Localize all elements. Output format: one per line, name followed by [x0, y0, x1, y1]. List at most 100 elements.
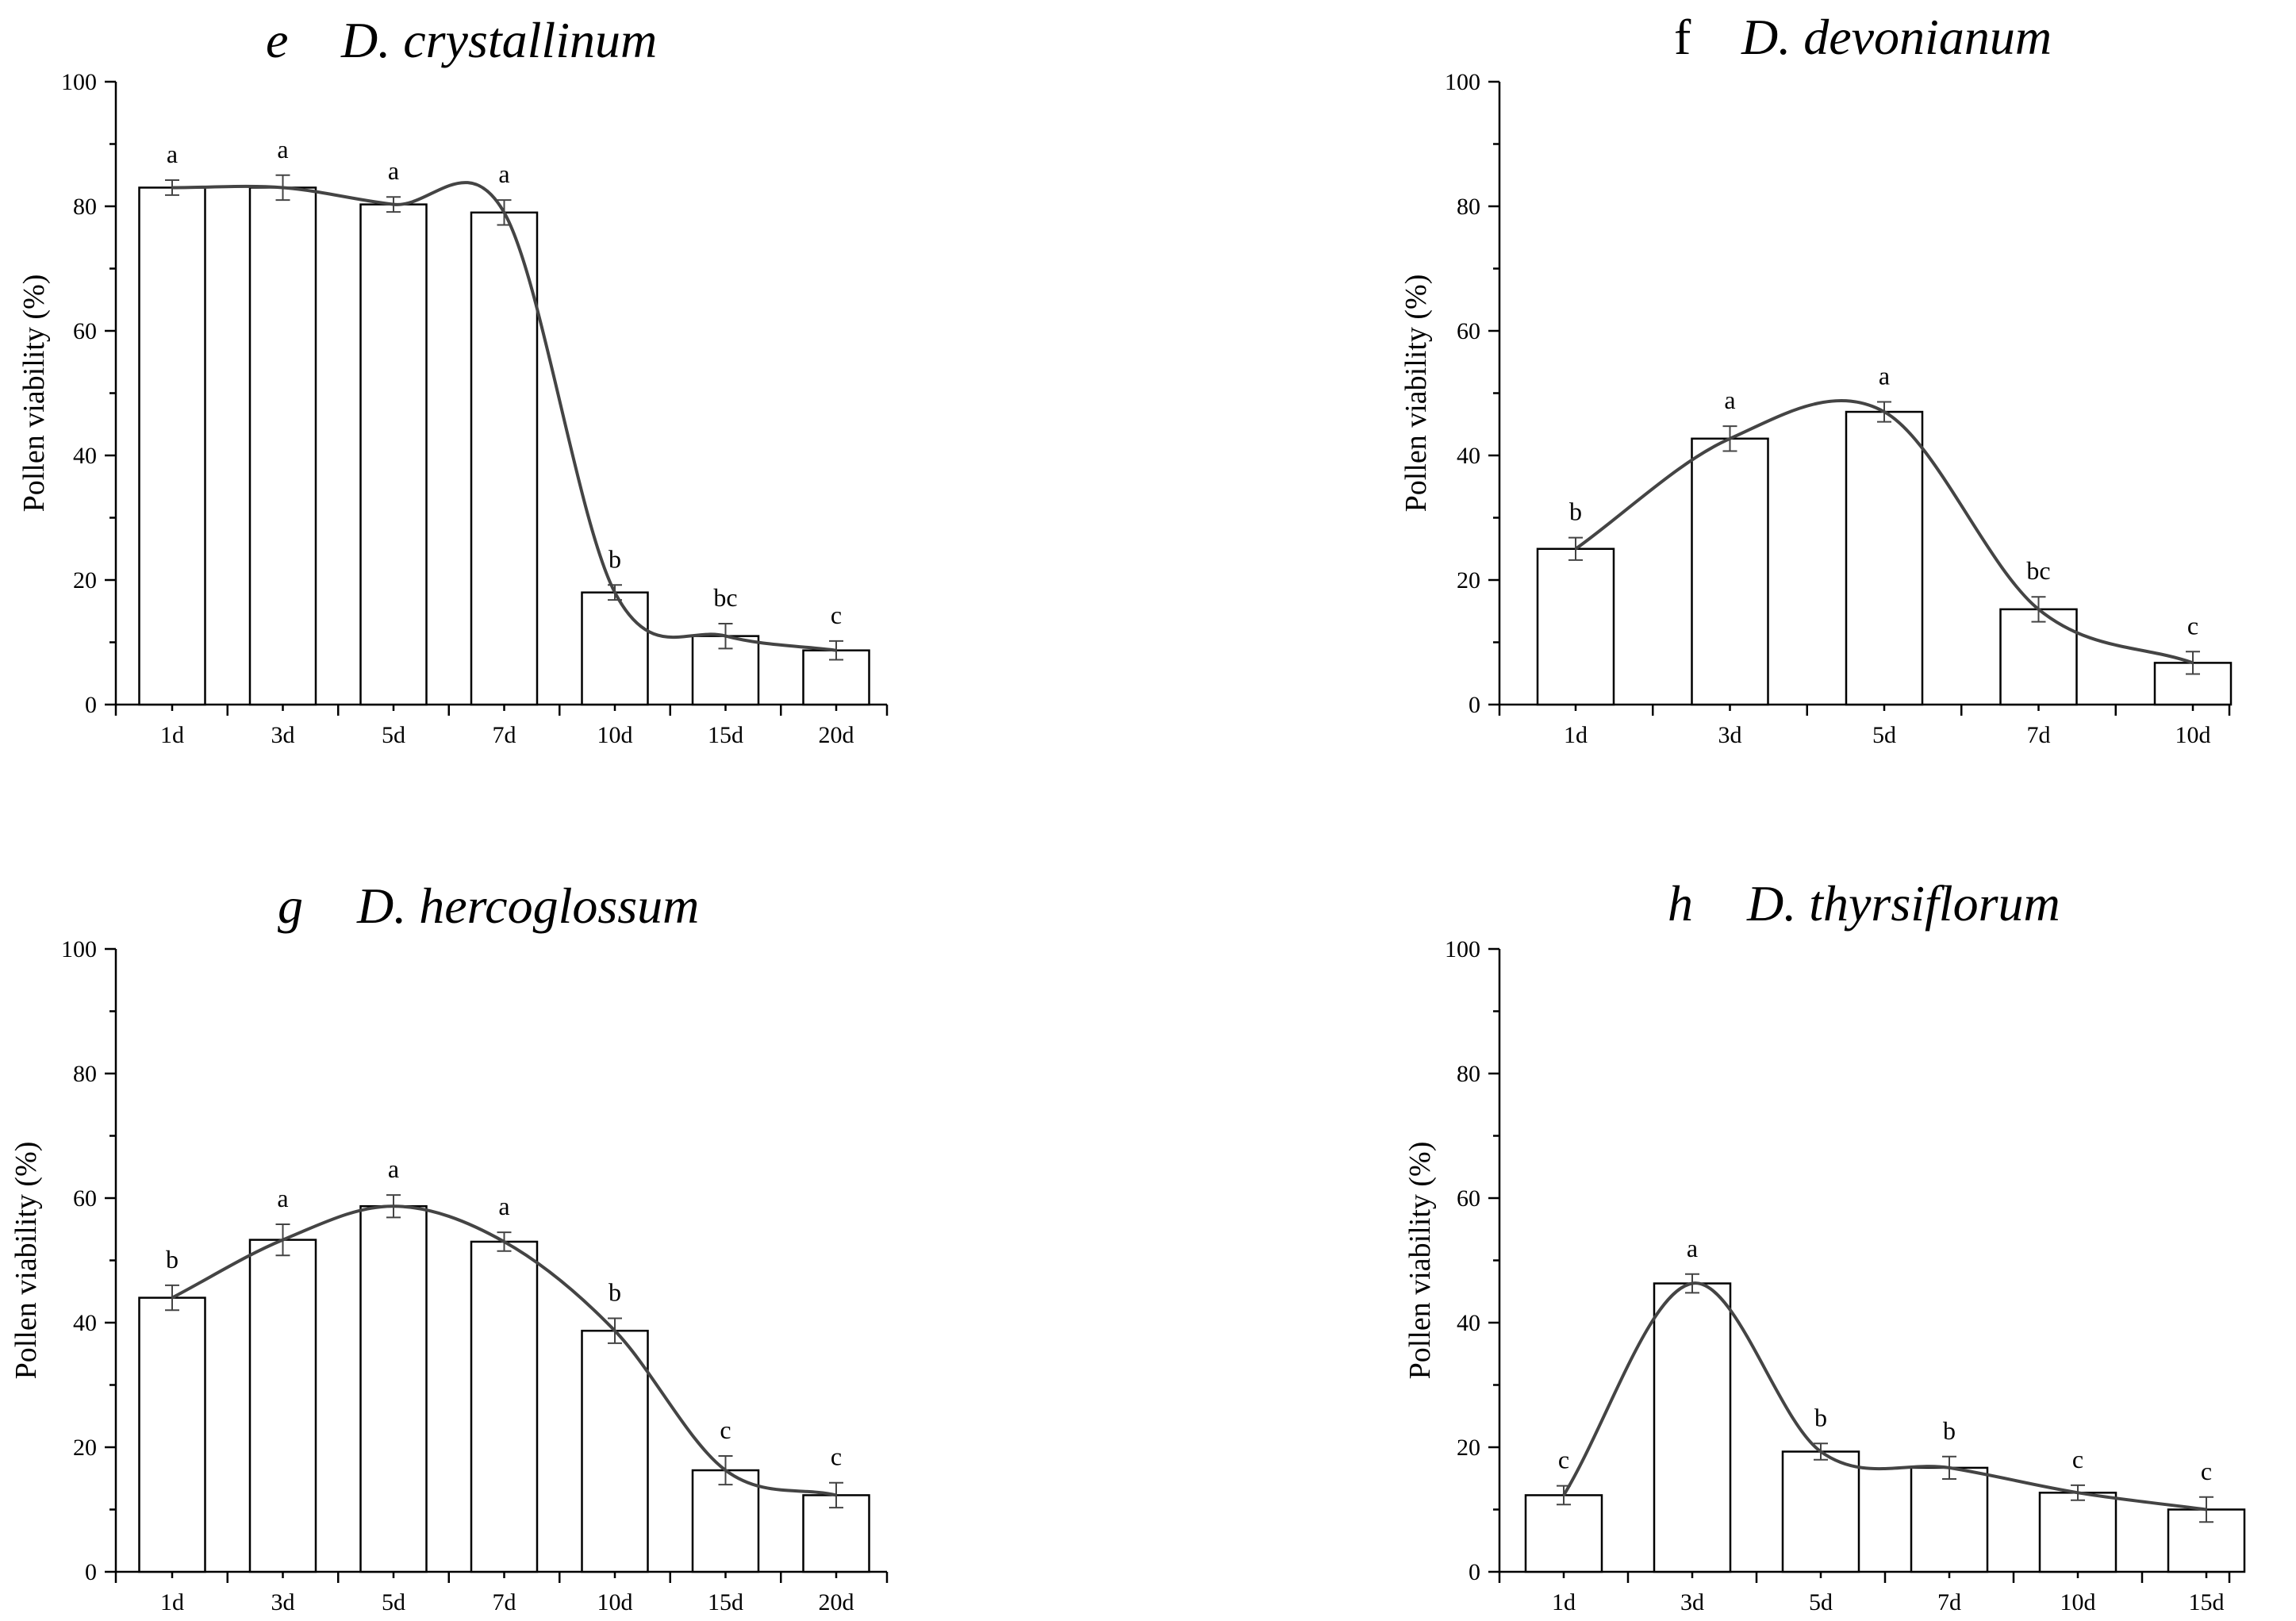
- y-tick-label: 80: [1457, 1061, 1480, 1087]
- significance-letter: a: [1687, 1234, 1698, 1262]
- significance-letter: a: [388, 156, 399, 185]
- significance-letter: bc: [713, 583, 737, 612]
- bar: [470, 211, 539, 706]
- y-tick-label: 80: [73, 1061, 97, 1087]
- bar: [1781, 1450, 1860, 1573]
- x-tick-label: 5d: [1872, 722, 1896, 748]
- bar: [1524, 1494, 1603, 1573]
- significance-letter: c: [1558, 1446, 1569, 1474]
- trend-curve: [171, 1204, 837, 1497]
- significance-letter: b: [1814, 1403, 1827, 1431]
- chart-panel-e: e D. crystallinum 0 20 40 60 80 100 Pollen viabi…: [17, 12, 889, 748]
- x-tick-label: 20d: [819, 722, 854, 748]
- bar: [470, 1240, 539, 1573]
- bar: [581, 591, 649, 706]
- chart-title: f D. devonianum: [1674, 9, 2052, 65]
- panel-letter: f: [1674, 9, 1691, 65]
- x-tick-label: 1d: [160, 1589, 184, 1615]
- chart-title: e D. crystallinum: [266, 12, 657, 68]
- significance-letter: a: [277, 1184, 288, 1212]
- significance-letter: b: [1569, 497, 1582, 526]
- x-tick-label: 1d: [160, 722, 184, 748]
- y-tick-label: 60: [1457, 1185, 1480, 1212]
- x-tick-label: 15d: [708, 722, 743, 748]
- x-tick-label: 1d: [1552, 1589, 1576, 1615]
- x-tick-label: 7d: [1937, 1589, 1961, 1615]
- bar: [359, 203, 428, 706]
- species-name: D. crystallinum: [340, 12, 657, 68]
- x-tick-label: 1d: [1564, 722, 1588, 748]
- bar: [2038, 1492, 2117, 1573]
- panel-letter: e: [266, 12, 288, 68]
- significance-letter: b: [609, 544, 621, 573]
- y-tick-label: 80: [1457, 194, 1480, 220]
- y-axis-label: Pollen viability (%): [10, 1142, 43, 1380]
- species-name: D. hercoglossum: [356, 878, 699, 934]
- y-tick-label: 40: [73, 443, 97, 469]
- y-tick-label: 80: [73, 194, 97, 220]
- significance-letter: c: [831, 1442, 842, 1471]
- chart-title: h D. thyrsiflorum: [1668, 875, 2060, 931]
- x-tick-label: 7d: [493, 1589, 516, 1615]
- significance-letter: b: [1943, 1416, 1956, 1445]
- significance-letter: c: [2187, 611, 2198, 640]
- bar: [359, 1204, 428, 1573]
- y-tick-label: 20: [73, 1435, 97, 1461]
- x-tick-label: 5d: [382, 722, 405, 748]
- bar: [1910, 1466, 1989, 1573]
- bar: [581, 1329, 649, 1573]
- x-tick-label: 3d: [271, 722, 295, 748]
- y-tick-label: 100: [1445, 936, 1480, 962]
- species-name: D. devonianum: [1741, 9, 2052, 65]
- bar: [248, 1239, 317, 1573]
- bar: [1536, 547, 1615, 706]
- x-tick-label: 20d: [819, 1589, 854, 1615]
- x-tick-label: 10d: [2060, 1589, 2096, 1615]
- species-name: D. thyrsiflorum: [1746, 875, 2060, 931]
- significance-letter: a: [498, 159, 509, 188]
- x-tick-label: 3d: [1680, 1589, 1704, 1615]
- significance-letter: a: [388, 1154, 399, 1183]
- bar: [1653, 1282, 1732, 1573]
- significance-letter: b: [166, 1245, 179, 1273]
- significance-letter: b: [609, 1278, 621, 1307]
- y-tick-label: 60: [73, 318, 97, 344]
- y-tick-label: 20: [1457, 1435, 1480, 1461]
- bar: [1999, 608, 2078, 706]
- y-axis-label: Pollen viability (%): [17, 275, 51, 513]
- y-tick-label: 0: [1469, 692, 1480, 718]
- significance-letter: a: [167, 140, 178, 168]
- x-tick-label: 5d: [382, 1589, 405, 1615]
- x-tick-label: 10d: [2175, 722, 2211, 748]
- y-axis-label: Pollen viability (%): [1399, 275, 1433, 513]
- bar: [1691, 437, 1769, 706]
- significance-letter: a: [1724, 386, 1735, 414]
- significance-letter: a: [498, 1192, 509, 1220]
- x-tick-label: 3d: [1718, 722, 1742, 748]
- x-tick-label: 5d: [1809, 1589, 1833, 1615]
- x-tick-label: 7d: [493, 722, 516, 748]
- x-tick-label: 10d: [597, 722, 633, 748]
- y-axis-label: Pollen viability (%): [1403, 1142, 1437, 1380]
- y-tick-label: 20: [73, 567, 97, 593]
- significance-letter: c: [831, 601, 842, 629]
- x-tick-label: 3d: [271, 1589, 295, 1615]
- significance-letter: a: [1879, 361, 1890, 390]
- x-tick-label: 7d: [2027, 722, 2051, 748]
- y-tick-label: 100: [61, 69, 97, 95]
- y-tick-label: 0: [85, 1559, 97, 1585]
- y-tick-label: 0: [1469, 1559, 1480, 1585]
- bar: [138, 1296, 206, 1573]
- panel-letter: g: [278, 878, 303, 934]
- trend-curve: [1574, 399, 2194, 665]
- panel-letter: h: [1668, 875, 1693, 931]
- significance-letter: bc: [2026, 556, 2050, 585]
- significance-letter: a: [277, 135, 288, 163]
- y-tick-label: 40: [73, 1310, 97, 1336]
- x-tick-label: 10d: [597, 1589, 633, 1615]
- bar: [691, 1469, 760, 1573]
- y-tick-label: 60: [73, 1185, 97, 1212]
- y-tick-label: 100: [61, 936, 97, 962]
- y-tick-label: 20: [1457, 567, 1480, 593]
